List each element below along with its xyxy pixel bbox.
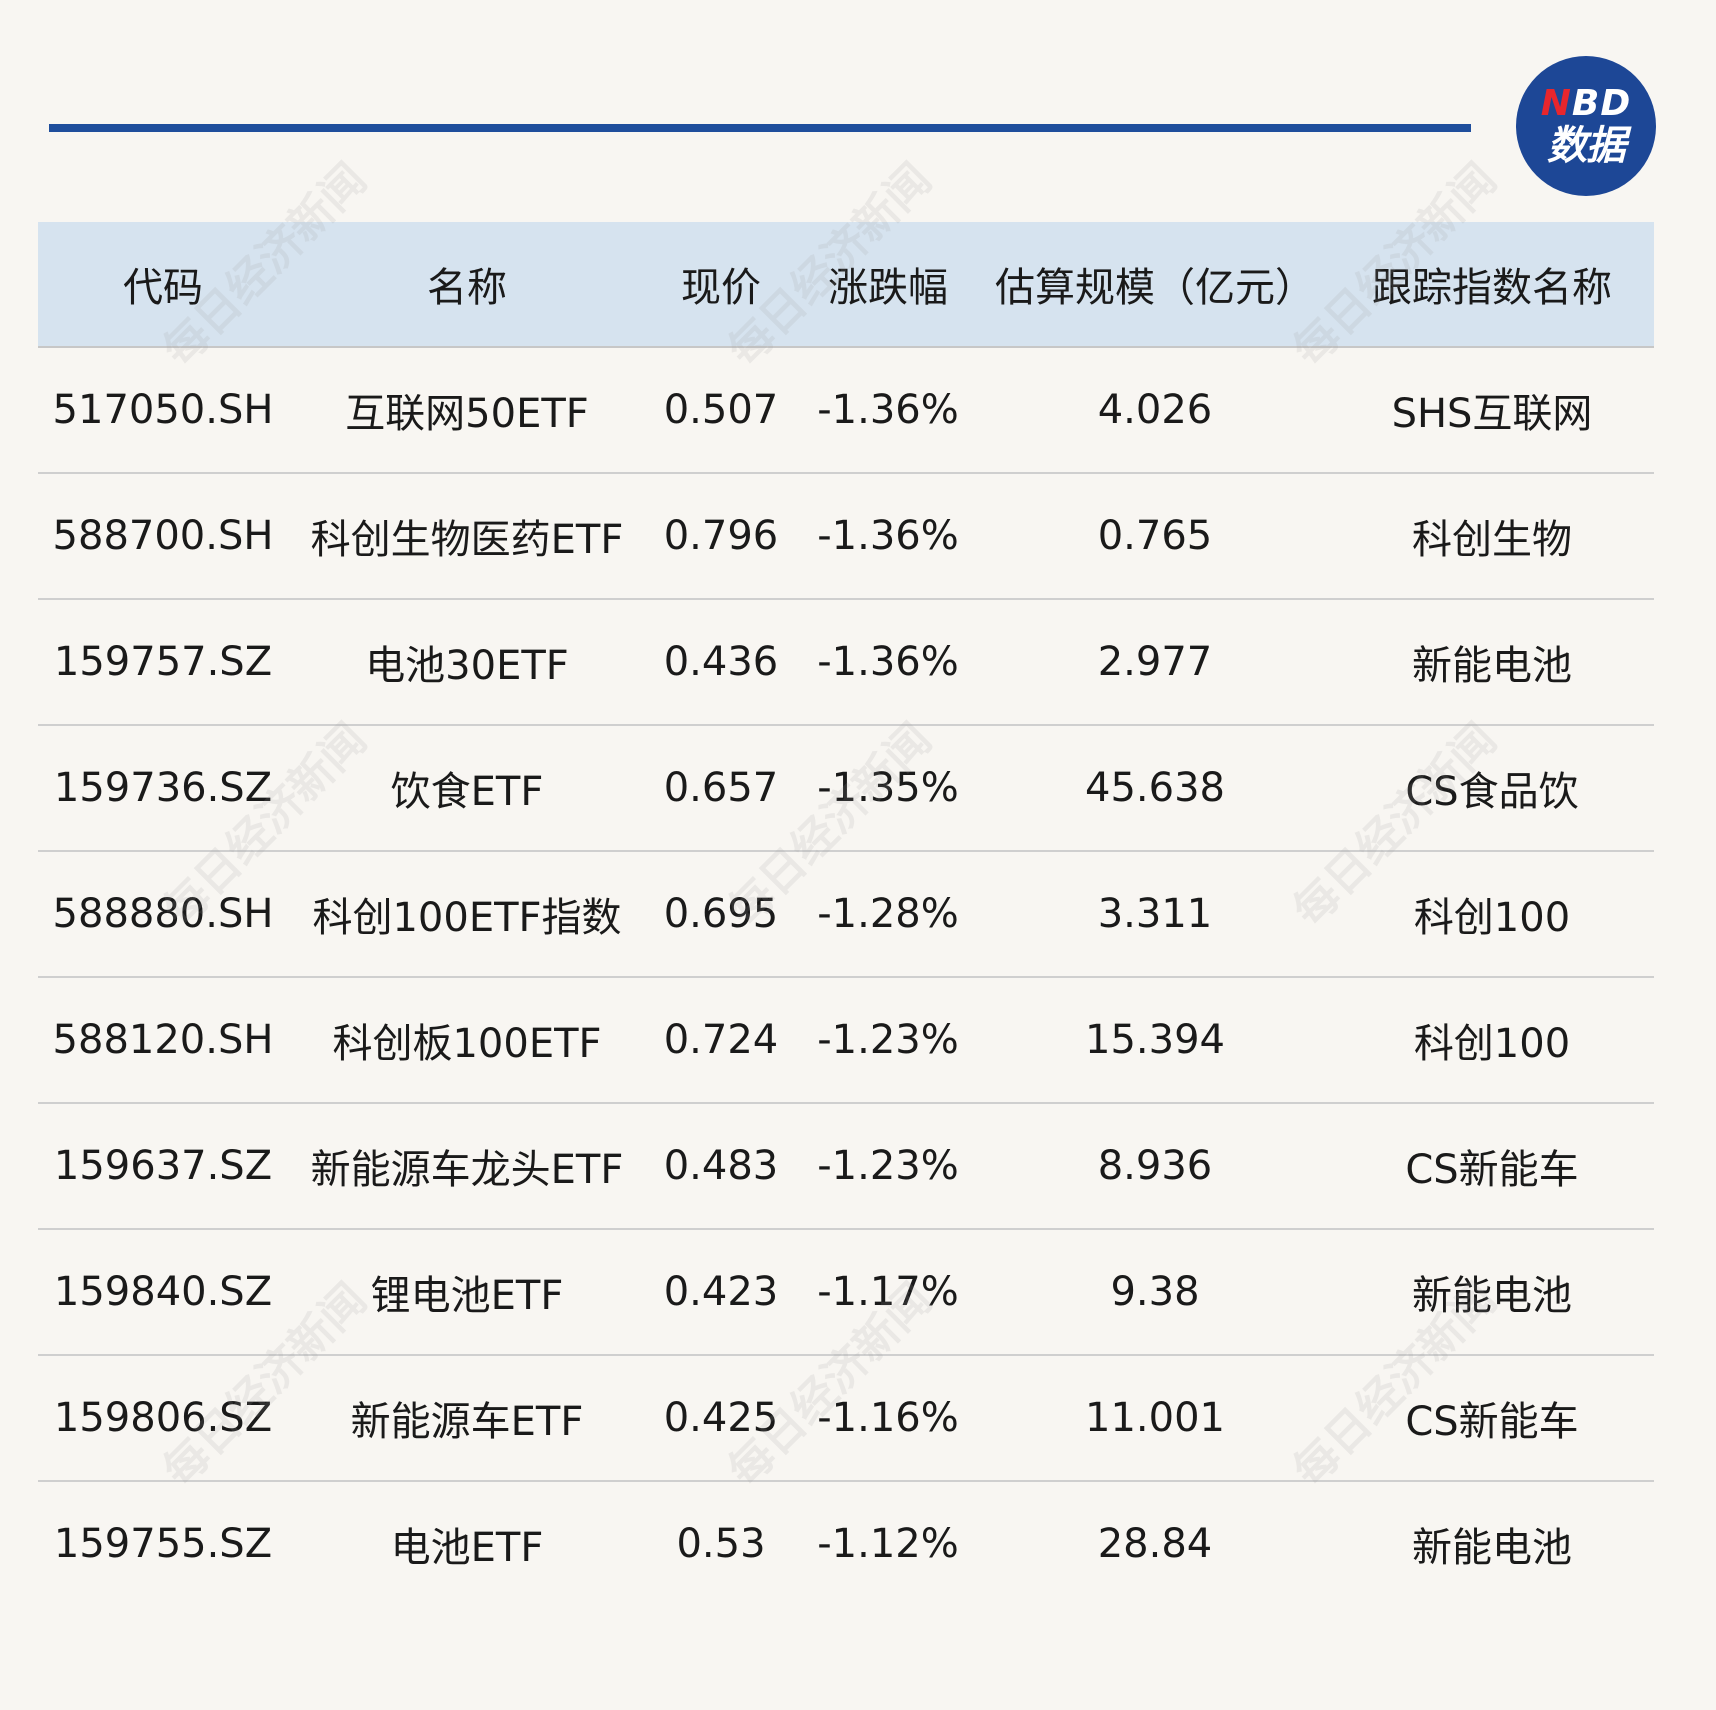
cell-price: 0.657: [663, 765, 779, 811]
cell-index: 新能电池: [1412, 1525, 1572, 1571]
cell-index: 科创生物: [1412, 517, 1572, 563]
cell-scale: 0.765: [1097, 513, 1213, 559]
cell-name: 科创板100ETF: [332, 1021, 602, 1067]
cell-name: 互联网50ETF: [345, 391, 589, 437]
cell-scale: 11.001: [1085, 1395, 1225, 1441]
cell-change: -1.16%: [817, 1395, 959, 1441]
table-row: 588700.SH 科创生物医药ETF 0.796 -1.36% 0.765 科创生物: [38, 474, 1654, 600]
cell-scale: 45.638: [1085, 765, 1225, 811]
cell-index: SHS互联网: [1391, 391, 1593, 437]
cell-code: 159806.SZ: [53, 1395, 273, 1441]
cell-index: CS新能车: [1405, 1399, 1579, 1445]
cell-change: -1.36%: [817, 639, 959, 685]
nbd-data-logo: NBD 数据: [1516, 56, 1656, 196]
table-row: 588120.SH 科创板100ETF 0.724 -1.23% 15.394 科创100: [38, 978, 1654, 1104]
table-row: 159637.SZ 新能源车龙头ETF 0.483 -1.23% 8.936 CS新能车: [38, 1104, 1654, 1230]
cell-price: 0.507: [663, 387, 779, 433]
cell-scale: 9.38: [1110, 1269, 1200, 1315]
etf-table: 代码 名称 现价 涨跌幅 估算规模（亿元） 跟踪指数名称 517050.SH 互联…: [38, 222, 1654, 1606]
cell-code: 159637.SZ: [53, 1143, 273, 1189]
header-code: 代码: [123, 265, 203, 311]
cell-change: -1.36%: [817, 387, 959, 433]
cell-scale: 28.84: [1097, 1521, 1213, 1567]
cell-scale: 2.977: [1097, 639, 1213, 685]
cell-index: 新能电池: [1412, 643, 1572, 689]
cell-scale: 3.311: [1097, 891, 1213, 937]
cell-name: 电池30ETF: [365, 643, 569, 689]
cell-name: 饮食ETF: [390, 769, 544, 815]
cell-price: 0.423: [663, 1269, 779, 1315]
cell-code: 159755.SZ: [53, 1521, 273, 1567]
cell-name: 电池ETF: [390, 1525, 544, 1571]
table-row: 159840.SZ 锂电池ETF 0.423 -1.17% 9.38 新能电池: [38, 1230, 1654, 1356]
cell-code: 588120.SH: [52, 1017, 274, 1063]
table-row: 159736.SZ 饮食ETF 0.657 -1.35% 45.638 CS食品饮: [38, 726, 1654, 852]
cell-code: 517050.SH: [52, 387, 274, 433]
cell-scale: 15.394: [1085, 1017, 1225, 1063]
table-row: 517050.SH 互联网50ETF 0.507 -1.36% 4.026 SHS互联网: [38, 348, 1654, 474]
cell-name: 科创生物医药ETF: [310, 517, 624, 563]
header-change: 涨跌幅: [828, 265, 948, 311]
cell-index: CS食品饮: [1405, 769, 1579, 815]
header-index: 跟踪指数名称: [1372, 265, 1612, 311]
cell-code: 159840.SZ: [53, 1269, 273, 1315]
cell-index: 科创100: [1413, 1021, 1571, 1067]
logo-bottom-text: 数据: [1547, 123, 1626, 169]
cell-code: 588700.SH: [52, 513, 274, 559]
cell-price: 0.724: [663, 1017, 779, 1063]
cell-price: 0.695: [663, 891, 779, 937]
cell-price: 0.483: [663, 1143, 779, 1189]
cell-change: -1.36%: [817, 513, 959, 559]
cell-scale: 4.026: [1097, 387, 1213, 433]
logo-top-text: NBD: [1540, 83, 1632, 124]
cell-code: 159757.SZ: [53, 639, 273, 685]
top-rule: [49, 124, 1471, 132]
header-scale: 估算规模（亿元）: [995, 265, 1315, 311]
cell-index: 新能电池: [1412, 1273, 1572, 1319]
cell-price: 0.53: [676, 1521, 766, 1567]
cell-index: 科创100: [1413, 895, 1571, 941]
table-header: 代码 名称 现价 涨跌幅 估算规模（亿元） 跟踪指数名称: [38, 222, 1654, 348]
cell-change: -1.12%: [817, 1521, 959, 1567]
cell-change: -1.23%: [817, 1143, 959, 1189]
cell-name: 新能源车龙头ETF: [310, 1147, 624, 1193]
cell-price: 0.796: [663, 513, 779, 559]
cell-change: -1.35%: [817, 765, 959, 811]
cell-name: 科创100ETF指数: [312, 895, 622, 941]
cell-price: 0.425: [663, 1395, 779, 1441]
cell-change: -1.28%: [817, 891, 959, 937]
cell-name: 新能源车ETF: [350, 1399, 584, 1445]
cell-price: 0.436: [663, 639, 779, 685]
header-price: 现价: [681, 265, 761, 311]
table-row: 159755.SZ 电池ETF 0.53 -1.12% 28.84 新能电池: [38, 1482, 1654, 1606]
cell-index: CS新能车: [1405, 1147, 1579, 1193]
table-row: 588880.SH 科创100ETF指数 0.695 -1.28% 3.311 科创100: [38, 852, 1654, 978]
cell-change: -1.23%: [817, 1017, 959, 1063]
table-row: 159806.SZ 新能源车ETF 0.425 -1.16% 11.001 CS新能车: [38, 1356, 1654, 1482]
cell-code: 588880.SH: [52, 891, 274, 937]
cell-scale: 8.936: [1097, 1143, 1213, 1189]
cell-change: -1.17%: [817, 1269, 959, 1315]
header-name: 名称: [427, 265, 507, 311]
table-row: 159757.SZ 电池30ETF 0.436 -1.36% 2.977 新能电池: [38, 600, 1654, 726]
table-body: 517050.SH 互联网50ETF 0.507 -1.36% 4.026 SHS互联网 5…: [38, 348, 1654, 1606]
cell-name: 锂电池ETF: [370, 1273, 564, 1319]
cell-code: 159736.SZ: [53, 765, 273, 811]
